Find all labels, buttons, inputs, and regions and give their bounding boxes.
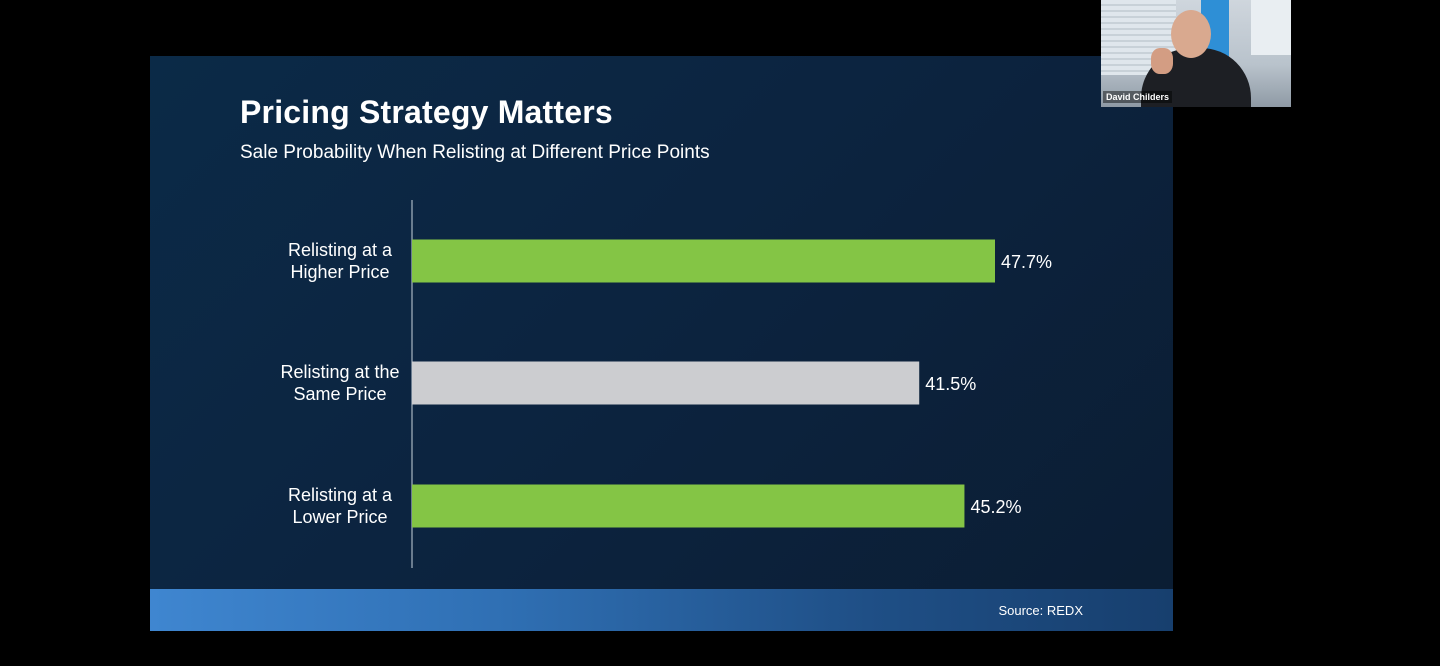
category-label-line: Higher Price: [290, 262, 389, 282]
category-label-1: Relisting at the Same Price: [280, 362, 399, 404]
bar-value-label-0: 47.7%: [1001, 252, 1052, 272]
slide-title: Pricing Strategy Matters: [240, 94, 613, 130]
bar-2: [412, 484, 965, 528]
participant-head: [1171, 10, 1211, 58]
category-label-line: Relisting at a: [288, 240, 393, 260]
video-background-screen: [1251, 0, 1291, 55]
bar-chart: 47.7%Relisting at a Higher Price41.5%Reli…: [280, 200, 1052, 568]
bar-1: [412, 361, 920, 405]
slide-subtitle: Sale Probability When Relisting at Diffe…: [240, 142, 710, 163]
participant-video-tile[interactable]: David Childers: [1101, 0, 1291, 107]
category-label-line: Relisting at a: [288, 485, 393, 505]
bar-value-label-1: 41.5%: [925, 374, 976, 394]
category-label-2: Relisting at a Lower Price: [288, 485, 393, 527]
category-label-line: Same Price: [293, 384, 386, 404]
source-note: Source: REDX: [998, 603, 1083, 618]
category-label-line: Lower Price: [292, 507, 387, 527]
category-label-line: Relisting at the: [280, 362, 399, 382]
slide-footer-bar: [150, 589, 1173, 631]
bar-0: [412, 239, 995, 283]
bar-value-label-2: 45.2%: [970, 497, 1021, 517]
category-label-0: Relisting at a Higher Price: [288, 240, 393, 282]
presentation-slide: Pricing Strategy Matters Sale Probabilit…: [150, 56, 1173, 631]
participant-hand: [1151, 48, 1173, 74]
participant-name-label: David Childers: [1103, 91, 1173, 103]
